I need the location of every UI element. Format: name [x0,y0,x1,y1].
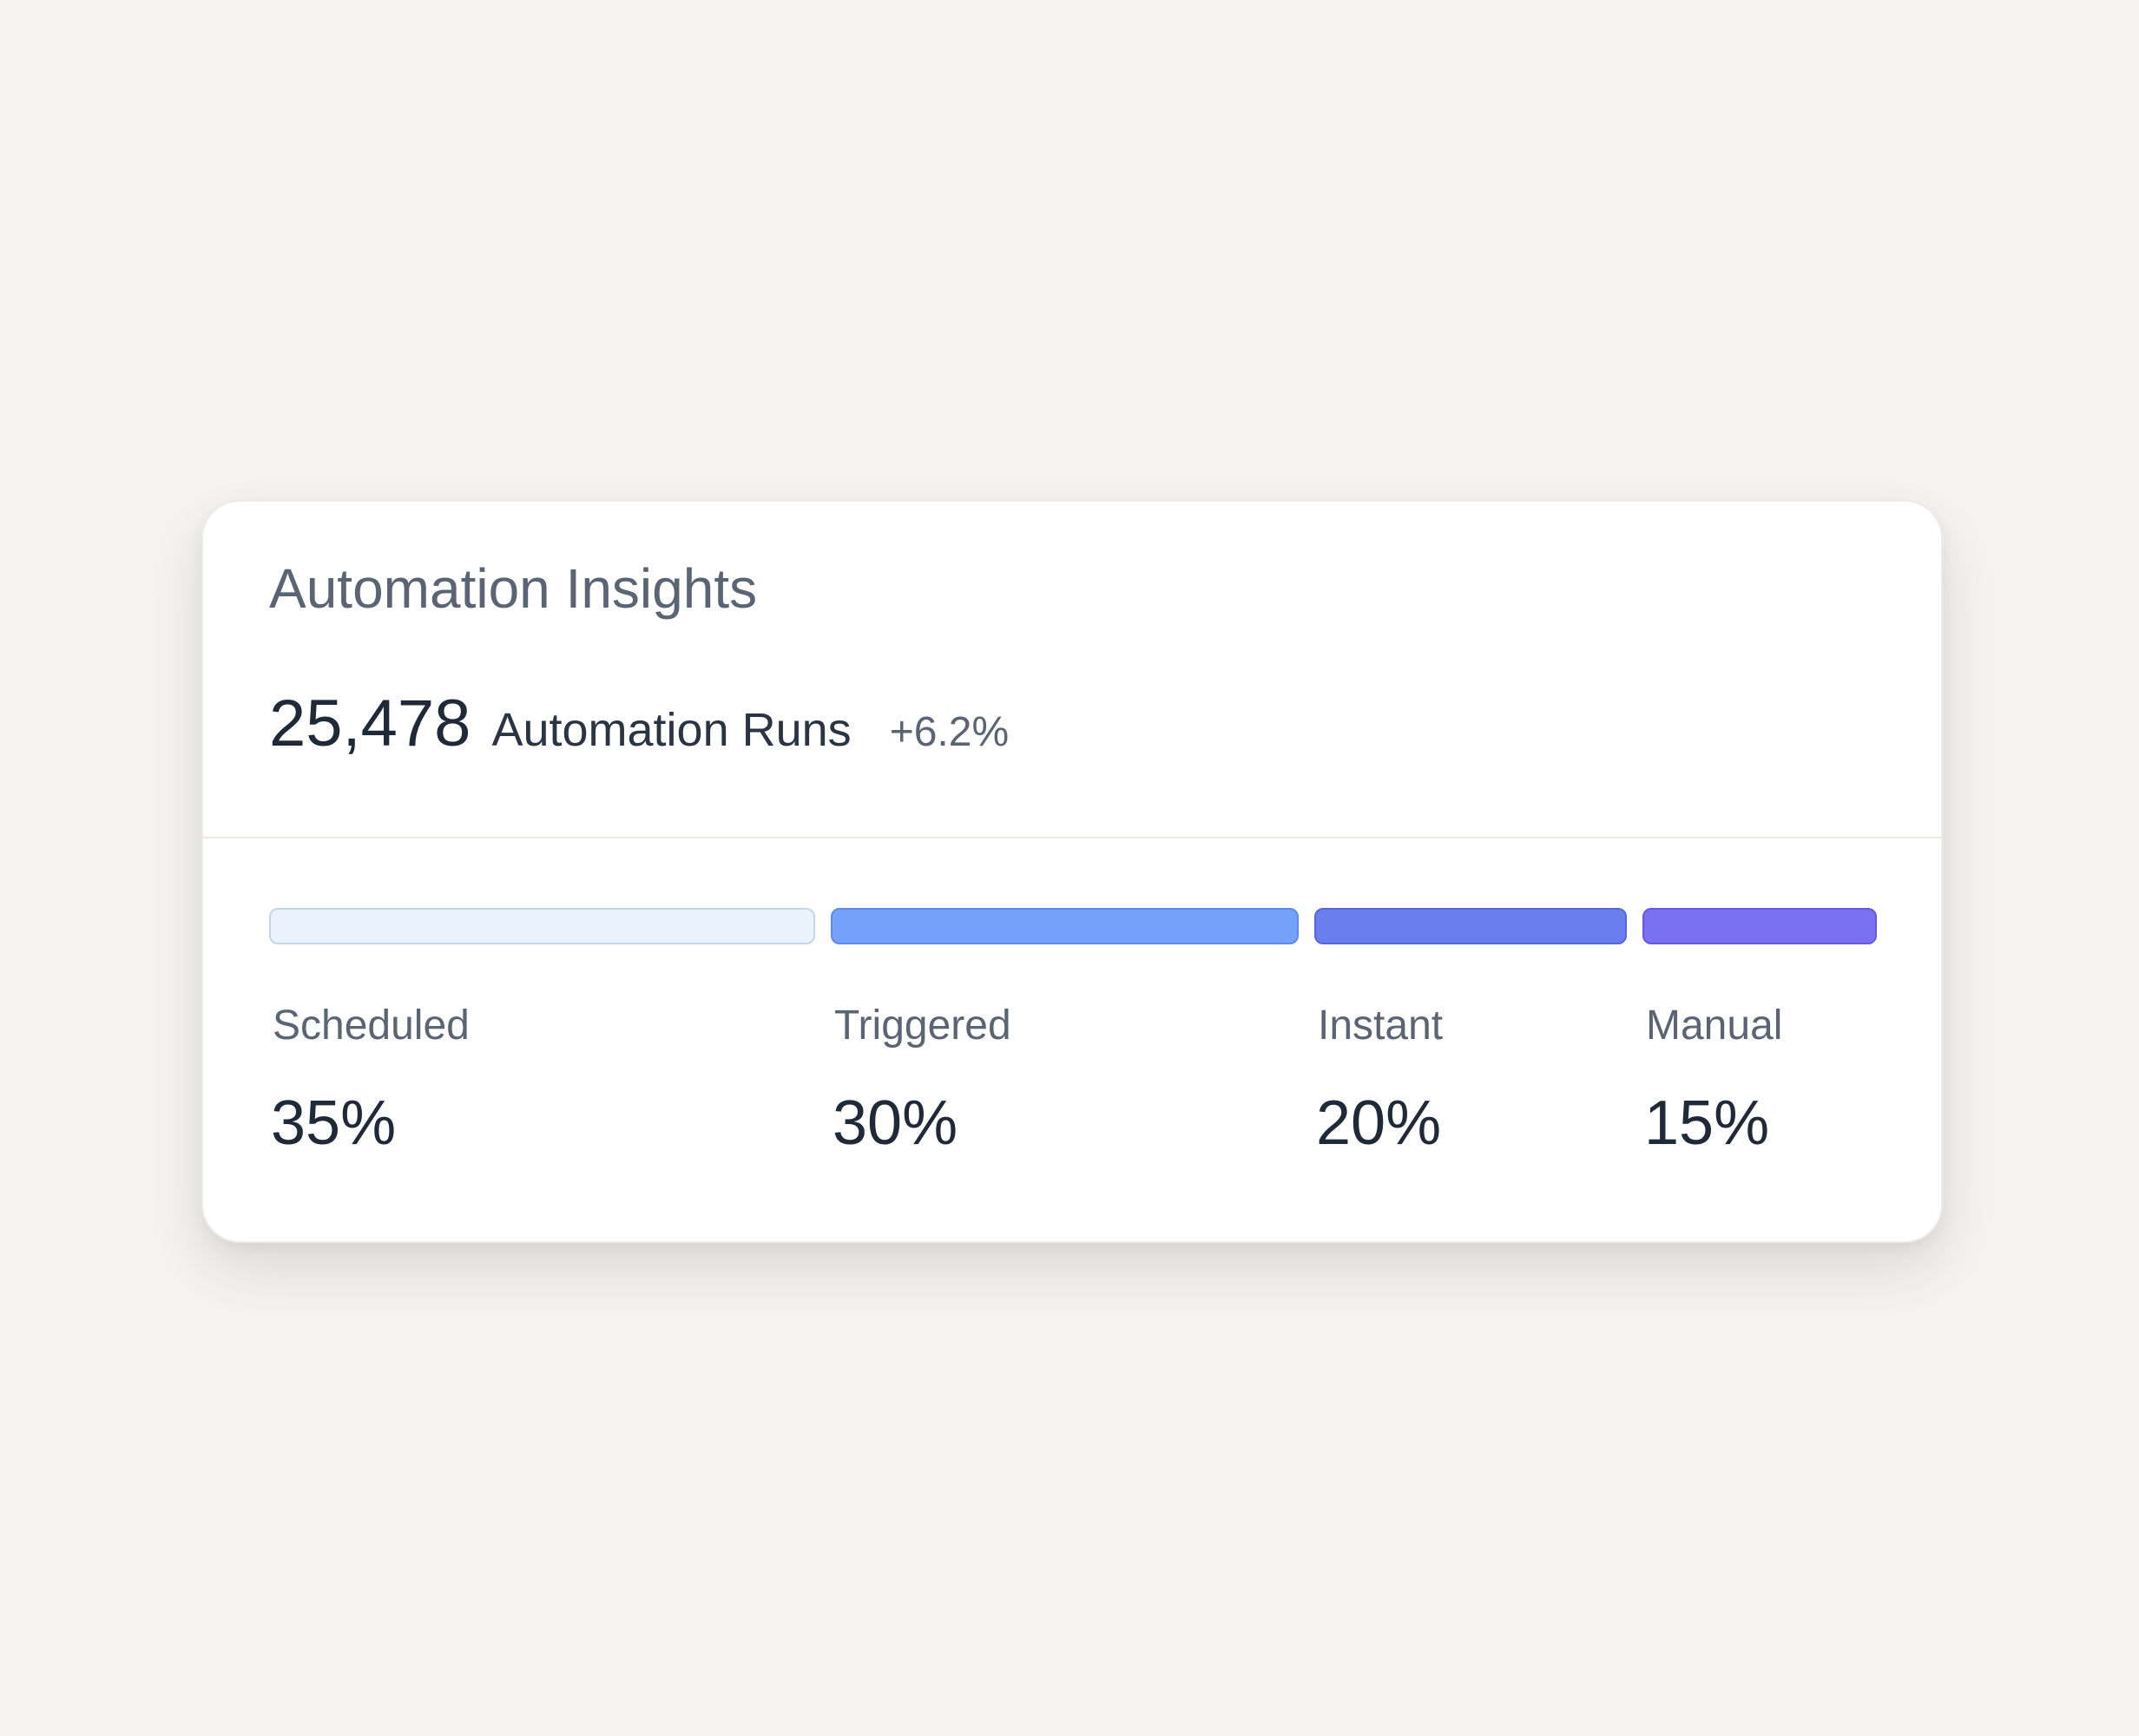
total-runs-value: 25,478 [269,687,471,760]
change-percentage: +6.2% [889,709,1010,755]
segment-label-manual: Manual [1646,1003,1783,1049]
segment-value-scheduled: 35% [271,1088,397,1158]
segment-label-scheduled: Scheduled [273,1003,470,1049]
divider [203,837,1941,838]
segment-bar-triggered [831,908,1299,944]
segment-bar-manual [1642,908,1877,944]
segment-value-instant: 20% [1316,1088,1442,1158]
segment-value-manual: 15% [1644,1088,1770,1158]
automation-insights-card: Automation Insights 25,478 Automation Ru… [201,500,1943,1243]
segment-value-triggered: 30% [833,1088,958,1158]
segment-bar-instant [1314,908,1627,944]
card-title: Automation Insights [269,557,758,620]
segment-label-instant: Instant [1318,1003,1444,1049]
headline-metric: 25,478 Automation Runs +6.2% [269,691,1009,757]
segment-bar-scheduled [269,908,815,944]
segment-label-triggered: Triggered [834,1003,1011,1049]
total-runs-label: Automation Runs [491,704,852,756]
